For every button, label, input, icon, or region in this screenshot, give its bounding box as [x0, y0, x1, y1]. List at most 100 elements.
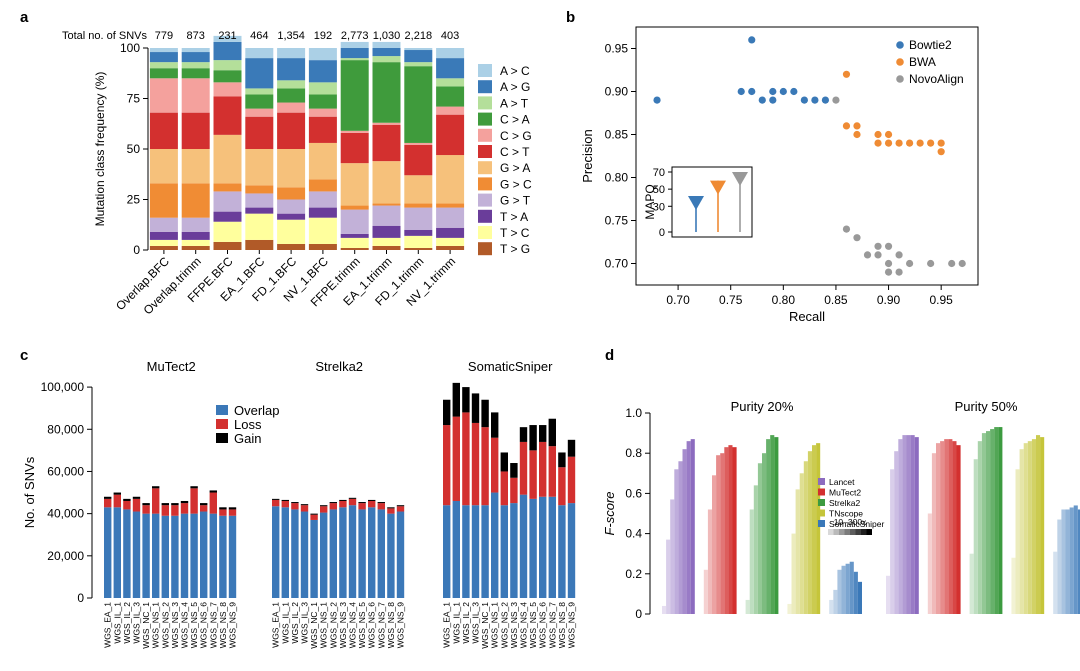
panel-b-x-tick-label: 0.75	[719, 293, 743, 307]
panel-d-bar-strelka	[753, 485, 758, 614]
panel-c-bar-overlap	[291, 509, 299, 598]
panel-b-point-novo	[948, 259, 956, 268]
panel-d-bar-mutect	[944, 439, 949, 614]
panel-d-bar-lancet	[674, 469, 679, 614]
panel-c-bar-loss	[387, 508, 395, 514]
panel-b-y-tick-label: 0.80	[605, 171, 629, 185]
panel-a-bar-segment	[372, 245, 401, 250]
panel-a-bar-segment	[372, 225, 401, 238]
panel-c-legend-label: Overlap	[234, 403, 280, 418]
panel-a-bar-segment	[436, 155, 465, 204]
panel-a-bar-segment	[277, 88, 306, 103]
panel-b-point-novo	[853, 234, 861, 242]
panel-a-bar-segment	[404, 247, 433, 250]
panel-d-bar-somatic	[841, 565, 846, 614]
panel-c-bar-gain	[180, 500, 189, 504]
panel-c-bar-loss	[377, 503, 385, 510]
panel-c-bar-overlap	[161, 515, 169, 598]
panel-b-point-bwa	[884, 139, 893, 147]
panel-a-bar-segment	[277, 112, 306, 149]
panel-b-point-bwa	[842, 122, 851, 130]
panel-c-bar-overlap	[462, 505, 470, 598]
panel-a-bar-segment	[149, 183, 178, 218]
panel-c-legend-label: Loss	[234, 417, 262, 432]
panel-d-bar-strelka	[986, 431, 991, 614]
panel-c-x-tick-label: WGS_NS_8	[218, 602, 228, 649]
panel-c-bar-gain	[567, 439, 576, 457]
panel-c-bar-loss	[190, 488, 198, 514]
panel-b-inset-y-tick-label: 30	[653, 201, 665, 213]
panel-d-bar-somatic	[837, 569, 842, 614]
panel-c-bar-gain	[272, 498, 280, 500]
panel-c-bar-gain	[519, 427, 528, 442]
panel-a-bar-segment	[149, 68, 178, 79]
panel-c-bar-loss	[471, 422, 480, 506]
panel-d-bar-lancet	[678, 461, 683, 614]
panel-d-bar-strelka	[774, 437, 779, 614]
panel-a-bar-segment	[372, 62, 401, 123]
panel-a-bar-segment	[436, 227, 465, 238]
panel-c-bar-gain	[228, 507, 237, 510]
panel-a-bar-segment	[213, 191, 242, 212]
panel-c-bar-gain	[452, 382, 460, 417]
panel-c-bar-overlap	[348, 505, 357, 598]
panel-d-bar-lancet	[686, 441, 691, 614]
panel-d-gradient-label: 10–300x	[834, 517, 867, 527]
panel-c-x-tick-label: WGS_NS_4	[180, 602, 190, 649]
panel-c-bar-loss	[161, 505, 169, 516]
panel-c-bar-gain	[123, 498, 131, 501]
panel-d-bar-lancet	[894, 451, 899, 614]
panel-c-x-tick-label: WGS_NC_1	[309, 602, 319, 649]
panel-a-bar-segment	[245, 207, 274, 214]
panel-c-bar-gain	[329, 502, 337, 504]
panel-b-point-novo	[884, 268, 893, 276]
panel-a-bar-segment	[404, 62, 433, 67]
panel-c-bar-overlap	[491, 492, 499, 598]
panel-b-point-novo	[842, 225, 851, 233]
panel-d-bar-lancet	[890, 469, 895, 614]
panel-d-legend-swatch	[818, 488, 825, 496]
panel-c-bar-gain	[190, 486, 198, 489]
panel-a-y-tick-label: 0	[133, 243, 140, 257]
panel-b-x-label: Recall	[789, 309, 825, 324]
panel-a-bar-segment	[436, 58, 465, 79]
panel-a-total-value: 779	[155, 30, 173, 42]
panel-a-bar-segment	[213, 221, 242, 242]
panel-c-bar-overlap	[190, 513, 198, 598]
panel-a-y-tick-label: 75	[127, 92, 141, 106]
panel-c-y-tick-label: 20,000	[47, 549, 84, 563]
panel-a-bar-segment	[149, 112, 178, 149]
panel-d-bar-lancet	[902, 435, 907, 614]
panel-a-bar-segment	[277, 102, 306, 113]
panel-c-bar-overlap	[219, 515, 227, 598]
panel-a-bar-segment	[340, 247, 369, 250]
panel-a-bar-segment	[245, 94, 274, 109]
panel-c-y-tick-label: 80,000	[47, 422, 84, 436]
panel-c-bar-overlap	[104, 507, 112, 598]
panel-a-bar-segment	[149, 62, 178, 69]
panel-c-bar-loss	[219, 509, 227, 516]
panel-b-point-novo	[874, 251, 882, 259]
panel-a-bar-segment	[340, 205, 369, 210]
panel-d-bar-mutect	[940, 441, 945, 614]
panel-c-bar-loss	[491, 437, 499, 493]
panel-d-group-title: Purity 20%	[731, 399, 794, 414]
panel-d-bar-somatic	[829, 599, 834, 614]
panel-d-bar-strelka	[994, 427, 999, 614]
panel-a-bar-segment	[181, 217, 210, 232]
panel-c-bar-gain	[152, 486, 160, 489]
panel-a-bar-segment	[277, 48, 306, 59]
panel-a-bar-segment	[213, 96, 242, 135]
panel-d-bar-lancet	[898, 439, 903, 614]
panel-a-bar-segment	[149, 52, 178, 63]
panel-c-bar-overlap	[339, 507, 347, 598]
panel-c-bar-gain	[443, 399, 451, 426]
panel-a-bar-segment	[404, 235, 433, 248]
panel-a-y-tick-label: 100	[120, 41, 140, 55]
panel-c-bar-gain	[462, 387, 470, 413]
panel-d-bar-lancet	[886, 575, 891, 614]
panel-c-x-tick-label: WGS_NS_9	[396, 602, 406, 649]
panel-c-x-tick-label: WGS_NS_9	[228, 602, 238, 649]
panel-a-bar-segment	[404, 142, 433, 145]
panel-a-bar-segment	[245, 116, 274, 149]
